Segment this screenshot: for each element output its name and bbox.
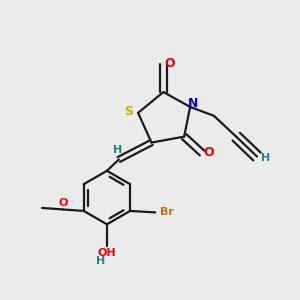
- Text: S: S: [124, 105, 133, 118]
- Text: OH: OH: [98, 248, 116, 258]
- Text: O: O: [58, 198, 68, 208]
- Text: H: H: [113, 145, 122, 155]
- Text: Br: Br: [160, 207, 174, 218]
- Text: H: H: [261, 153, 270, 163]
- Text: N: N: [188, 98, 198, 110]
- Text: O: O: [203, 146, 214, 159]
- Text: H: H: [96, 256, 106, 266]
- Text: O: O: [164, 57, 175, 70]
